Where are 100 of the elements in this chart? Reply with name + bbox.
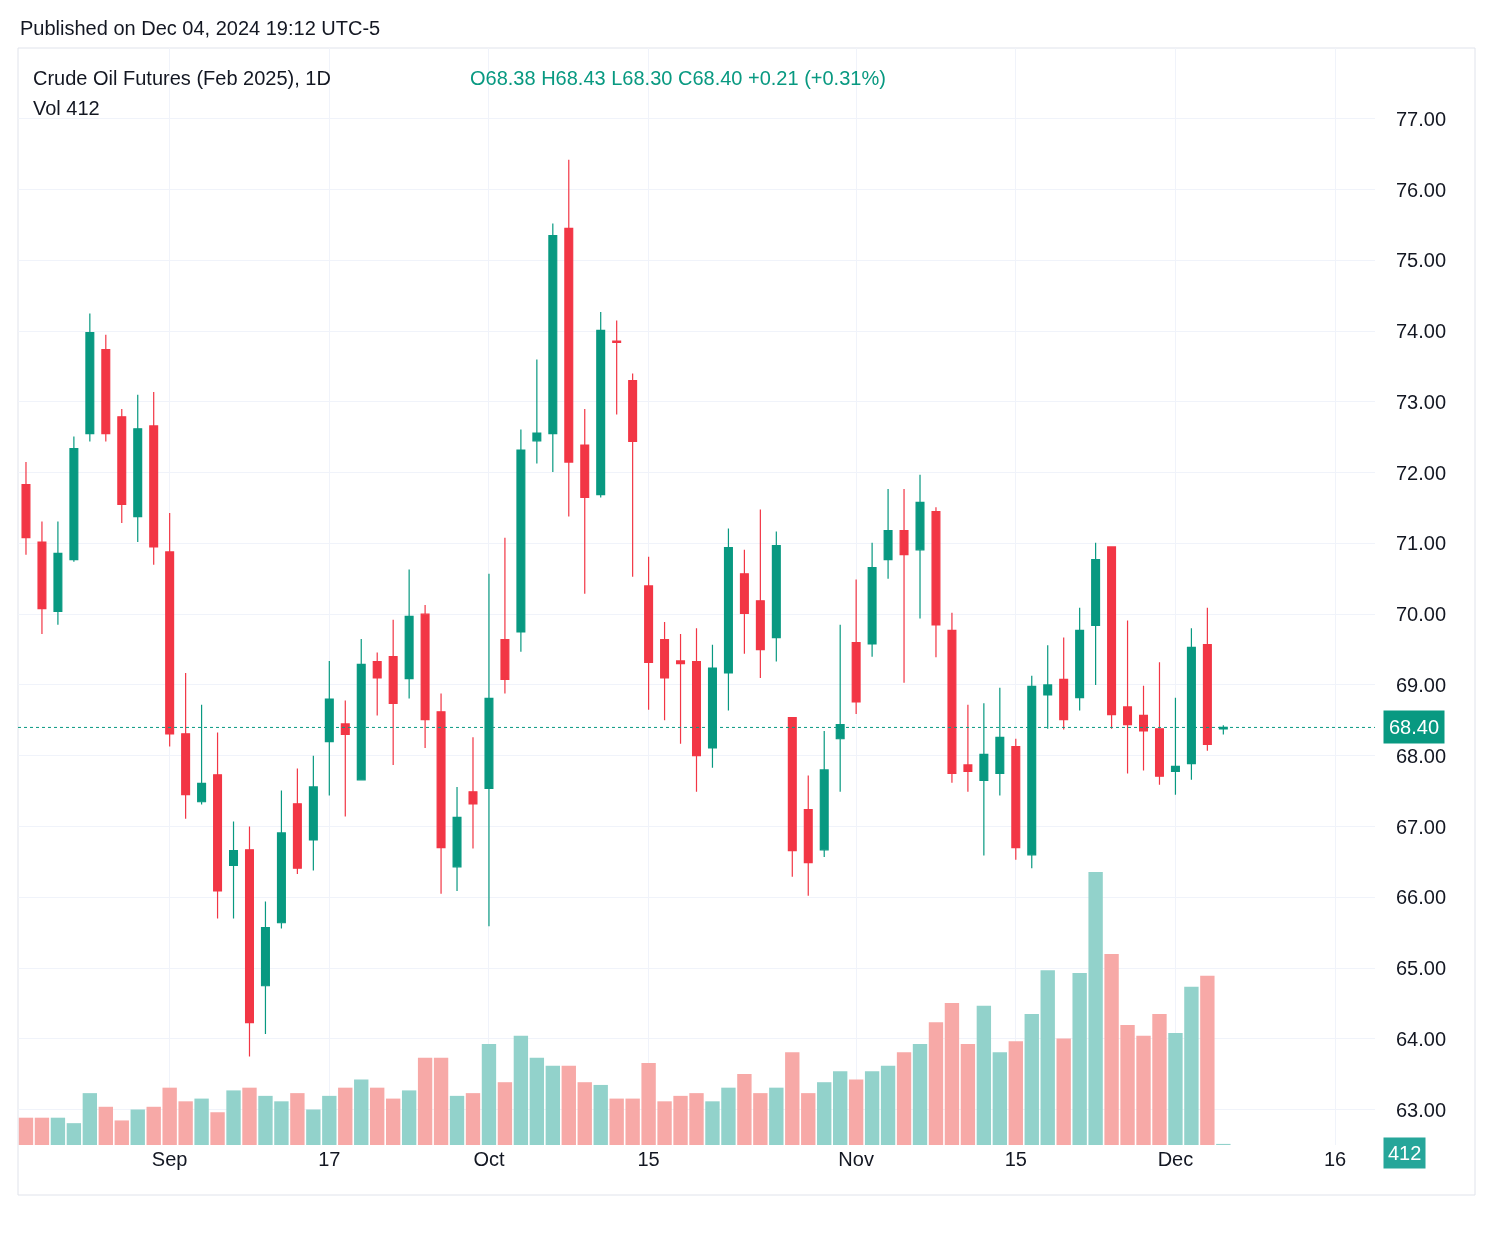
y-tick-label: 63.00 (1396, 1098, 1447, 1121)
y-tick-label: 72.00 (1396, 461, 1447, 484)
bar (226, 1090, 241, 1145)
candlestick (819, 730, 829, 858)
candlestick (1107, 546, 1117, 730)
bar (417, 1057, 433, 1145)
candlestick (436, 692, 446, 895)
candlestick (404, 569, 414, 700)
bar (896, 1052, 912, 1145)
bar (465, 1093, 481, 1145)
candlestick (644, 556, 654, 711)
bar (1200, 975, 1215, 1145)
bar (577, 1082, 592, 1145)
bar (114, 1120, 129, 1145)
candlestick (612, 319, 622, 416)
candlestick (532, 358, 542, 465)
chart-title: Vol 412 (33, 97, 100, 119)
candlestick (452, 786, 462, 892)
y-tick-label: 77.00 (1396, 107, 1447, 130)
bar (561, 1065, 576, 1145)
candlestick (628, 372, 638, 578)
bar (992, 1052, 1008, 1145)
bar (385, 1098, 401, 1145)
candlestick (149, 391, 159, 566)
candlestick (101, 334, 111, 443)
bar (1024, 1013, 1039, 1145)
candlestick (1075, 607, 1085, 712)
candlestick (739, 549, 749, 655)
bar (801, 1093, 816, 1145)
bar (82, 1093, 98, 1145)
ref-line-label: 68.40 (1389, 716, 1440, 738)
bar (401, 1090, 417, 1145)
annotation: O68.38 H68.43 L68.30 C68.40 +0.21 (+0.31%) (470, 67, 886, 89)
bar (98, 1106, 113, 1145)
candlestick (723, 527, 733, 712)
candlestick (468, 736, 478, 850)
candlestick (500, 537, 510, 695)
text: 412 (1388, 1142, 1422, 1164)
x-tick-label: 15 (637, 1148, 660, 1170)
bar (960, 1043, 976, 1145)
candlestick (133, 394, 143, 543)
bar (194, 1098, 209, 1145)
bar (210, 1112, 225, 1145)
candlestick (564, 159, 574, 518)
candlestick (580, 408, 590, 595)
bar (928, 1022, 944, 1145)
x-tick-label: Sep (151, 1148, 188, 1170)
y-tick-label: 71.00 (1396, 532, 1447, 555)
y-tick-label: 66.00 (1396, 886, 1447, 909)
bar (880, 1065, 896, 1145)
bar (338, 1087, 353, 1145)
bar (769, 1087, 784, 1145)
bar (290, 1093, 305, 1145)
candlestick (420, 604, 430, 749)
bar (513, 1035, 529, 1145)
candlestick (372, 651, 382, 716)
bar (1040, 970, 1055, 1145)
candlestick (165, 512, 175, 748)
candlestick (1154, 661, 1164, 786)
candlestick (388, 619, 398, 766)
bar (1008, 1041, 1023, 1145)
candlestick (229, 820, 239, 920)
candlestick (771, 530, 781, 663)
x-tick-label: 16 (1323, 1148, 1347, 1170)
candlestick (947, 612, 957, 784)
candlestick (516, 428, 526, 653)
x-tick-label: Nov (838, 1148, 874, 1170)
candlestick (69, 435, 79, 563)
bar (529, 1057, 545, 1145)
candlestick (755, 508, 765, 679)
y-tick-label: 76.00 (1396, 178, 1447, 201)
candlestick (915, 474, 925, 620)
bar (433, 1057, 449, 1145)
bar (130, 1109, 145, 1145)
candlestick (596, 311, 606, 499)
candlestick (1091, 542, 1101, 686)
y-tick-label: 69.00 (1396, 673, 1447, 696)
bar (785, 1052, 800, 1145)
candlestick (85, 312, 95, 443)
y-tick-label: 64.00 (1396, 1027, 1447, 1050)
bar (34, 1117, 50, 1145)
candlestick (787, 716, 797, 878)
y-tick-label: 70.00 (1396, 603, 1447, 626)
x-tick-label: Dec (1157, 1148, 1194, 1170)
candlestick (660, 621, 670, 721)
candlestick (340, 699, 350, 818)
y-tick-label: 75.00 (1396, 249, 1447, 272)
candlestick (1202, 607, 1212, 752)
candlestick (181, 672, 191, 820)
bar (242, 1087, 257, 1145)
x-tick-label: 17 (318, 1148, 341, 1170)
candlestick (691, 627, 702, 793)
bar (593, 1084, 608, 1145)
bar (817, 1082, 832, 1145)
candlestick (851, 578, 861, 715)
bar (1056, 1038, 1071, 1145)
y-tick-label: 74.00 (1396, 320, 1447, 343)
bar (833, 1071, 848, 1145)
y-tick-label: 73.00 (1396, 390, 1447, 413)
bar (848, 1079, 864, 1145)
